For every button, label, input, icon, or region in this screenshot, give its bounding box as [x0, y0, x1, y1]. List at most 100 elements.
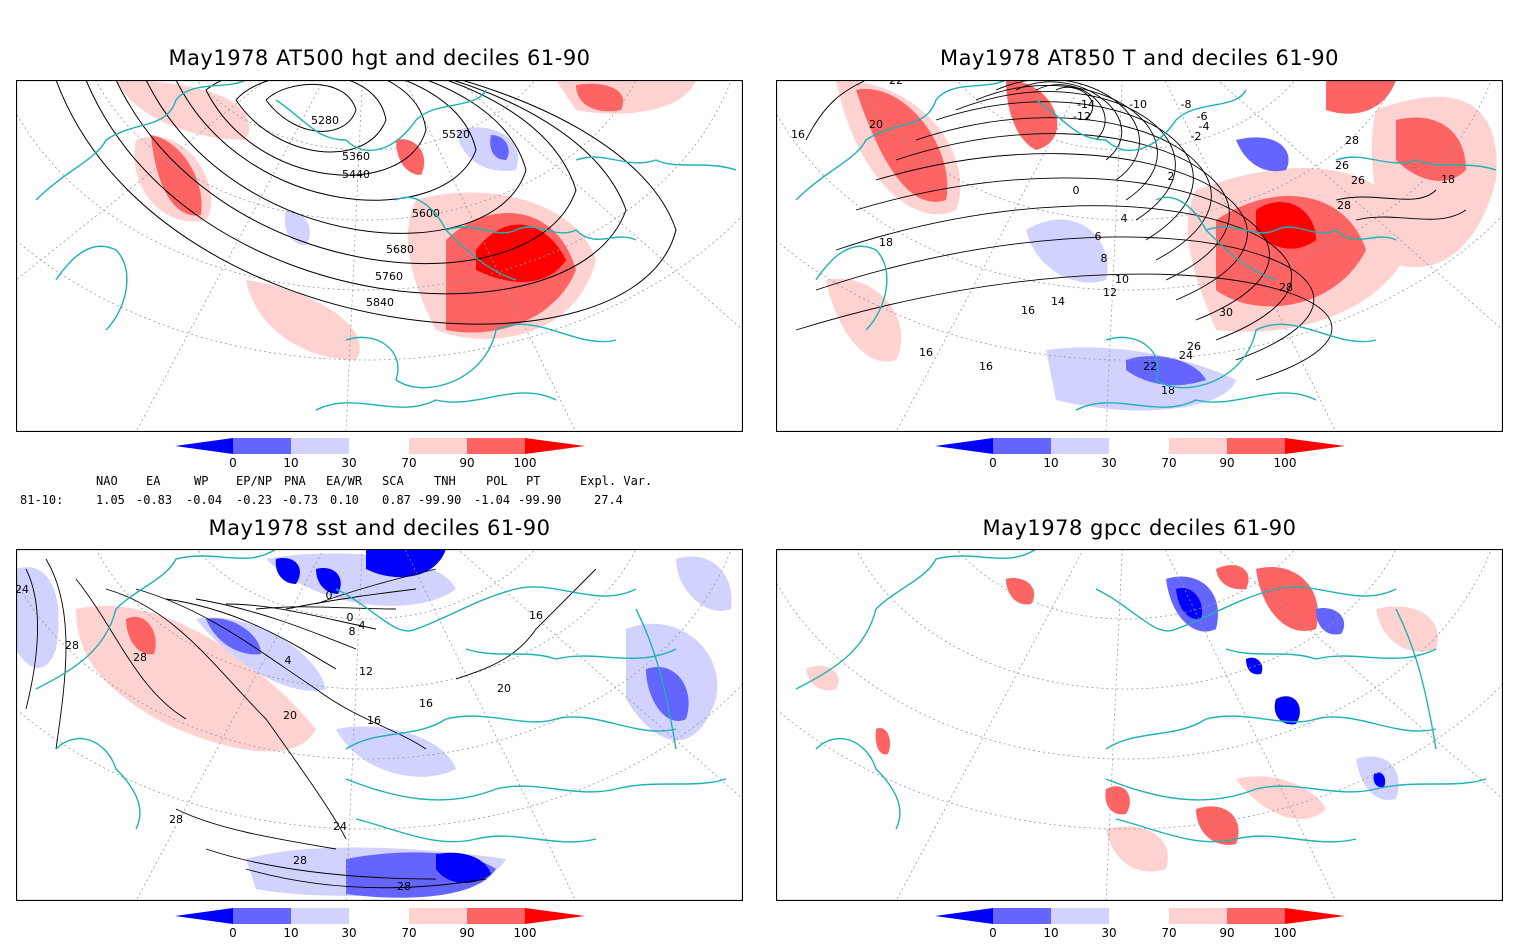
index-value: 0.10	[330, 493, 359, 507]
index-value: -99.90	[518, 493, 562, 507]
contour-label: 4	[359, 619, 366, 632]
contour-label: 28	[1345, 134, 1359, 147]
contour-label: 26	[1335, 159, 1349, 172]
anomaly-area	[1373, 772, 1386, 788]
colorbar-tick: 90	[459, 926, 474, 940]
colorbar-segment	[1285, 438, 1345, 454]
contour-label: 18	[879, 236, 893, 249]
contour-label: 6	[1095, 230, 1102, 243]
contour-label: 16	[419, 697, 433, 710]
colorbar-tick: 90	[1219, 456, 1234, 470]
index-header: POL	[486, 474, 508, 488]
colorbar-segment	[233, 438, 291, 454]
colorbar-tick: 30	[1101, 456, 1116, 470]
contour-label: 0	[326, 589, 333, 602]
contour-label: 28	[1337, 199, 1351, 212]
contour-label: 28	[65, 639, 79, 652]
colorbar-tick: 0	[989, 926, 997, 940]
contour-label: 26	[1351, 174, 1365, 187]
map-panel-gpcc	[776, 549, 1503, 901]
map-panel-t850: -14 -12 -10 -8 -6 -4 -2 0 2 4 6 8 10 12 …	[776, 80, 1503, 432]
contour-label: 0	[347, 611, 354, 624]
contour-label: 24	[16, 583, 29, 596]
colorbar-tick: 0	[989, 456, 997, 470]
colorbar-segment	[525, 908, 585, 924]
contour-label: 14	[1051, 295, 1065, 308]
colorbar-tick: 30	[341, 926, 356, 940]
colorbar-segment	[409, 438, 467, 454]
colorbar-segment	[1169, 908, 1227, 924]
colorbar-tick: 10	[1043, 926, 1058, 940]
contour-label: 22	[889, 80, 903, 87]
contour-label: 28	[293, 854, 307, 867]
contour-label: 12	[1103, 286, 1117, 299]
contour-label: 5440	[342, 168, 370, 181]
contour-label: -4	[1199, 120, 1210, 133]
anomaly-area	[856, 89, 948, 202]
anomaly-area	[1236, 137, 1289, 172]
colorbar-tick: 10	[283, 456, 298, 470]
index-value: -0.04	[186, 493, 223, 507]
colorbar-segment	[467, 438, 525, 454]
contour-label: 16	[979, 360, 993, 373]
anomaly-area	[246, 280, 360, 360]
colorbar-tick: 90	[459, 456, 474, 470]
anomaly-area	[206, 618, 261, 655]
contour-label: -8	[1181, 98, 1192, 111]
contour-label: 16	[1021, 304, 1035, 317]
anomaly-area	[1256, 567, 1318, 631]
anomaly-area	[284, 210, 310, 245]
contour-label: -12	[1073, 110, 1091, 123]
contour-label: 5360	[342, 150, 370, 163]
colorbar-segment	[1285, 908, 1345, 924]
anomaly-area	[806, 665, 839, 691]
index-header: TNH	[434, 474, 456, 488]
contour-label: 5760	[375, 270, 403, 283]
anomaly-area	[1046, 347, 1236, 411]
colorbar-tick: 30	[341, 456, 356, 470]
colorbar-hgt500: 0 10 30 70 90 100	[175, 438, 585, 470]
colorbar-segment	[1051, 908, 1109, 924]
colorbar-segment	[1109, 908, 1169, 924]
colorbar-tick: 70	[1161, 926, 1176, 940]
colorbar-segment	[467, 908, 525, 924]
anomaly-area	[1316, 608, 1345, 635]
panel-title-gpcc: May1978 gpcc deciles 61-90	[982, 516, 1297, 540]
anomaly-area	[436, 852, 491, 884]
anomaly-area	[316, 568, 341, 594]
colorbar-segment	[175, 908, 233, 924]
colorbar-segment	[291, 908, 349, 924]
anomaly-area	[126, 616, 156, 655]
contour-label: 16	[529, 609, 543, 622]
contour-label: -6	[1197, 110, 1208, 123]
colorbar-segment	[349, 908, 409, 924]
colorbar-tick: 10	[283, 926, 298, 940]
colorbar-segment	[525, 438, 585, 454]
colorbar-tick: 30	[1101, 926, 1116, 940]
contour-label: 28	[397, 880, 411, 893]
anomaly-area	[1236, 776, 1326, 819]
index-row-label: 81-10:	[20, 493, 64, 507]
anomaly-area	[1376, 606, 1438, 652]
anomaly-area	[875, 728, 891, 755]
contour-label: 26	[1187, 340, 1201, 353]
contour-label: -14	[1077, 98, 1095, 111]
anomaly-area	[1216, 196, 1366, 307]
colorbar-segment	[291, 438, 349, 454]
colorbar-gpcc: 0 10 30 70 90 100	[935, 908, 1345, 940]
colorbar-tick: 10	[1043, 456, 1058, 470]
index-header: NAO	[96, 474, 118, 488]
anomaly-area	[490, 135, 509, 160]
contour-label: 28	[169, 813, 183, 826]
anomaly-area	[1026, 219, 1108, 283]
map-panel-sst: 24 28 28 0 0 4 8 12 4 16 16 20 16 20 24 …	[16, 549, 743, 901]
contour-label: 4	[1121, 212, 1128, 225]
index-header: WP	[194, 474, 209, 488]
anomaly-area	[1006, 578, 1035, 605]
anomaly-area	[1106, 826, 1168, 872]
anomaly-area	[1196, 806, 1239, 845]
colorbar-segment	[1109, 438, 1169, 454]
contour-label: 28	[133, 651, 147, 664]
colorbar-tick: 70	[401, 926, 416, 940]
colorbar-sst: 0 10 30 70 90 100	[175, 908, 585, 940]
